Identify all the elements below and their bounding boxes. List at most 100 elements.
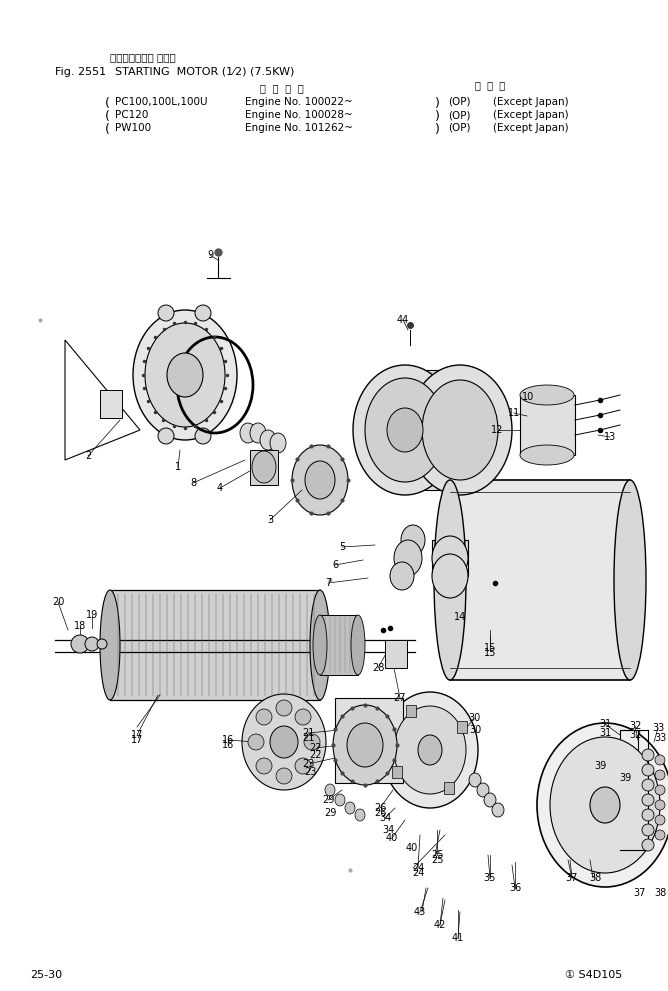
Ellipse shape (250, 423, 266, 443)
Ellipse shape (145, 323, 225, 427)
Ellipse shape (85, 637, 99, 651)
Bar (110, 590, 320, 700)
Ellipse shape (304, 734, 320, 750)
Text: 31: 31 (599, 728, 611, 738)
Text: 3: 3 (267, 515, 273, 525)
Ellipse shape (325, 784, 335, 796)
Ellipse shape (537, 723, 668, 887)
Text: 24: 24 (411, 863, 424, 873)
Ellipse shape (248, 734, 264, 750)
Ellipse shape (158, 305, 174, 321)
Text: 22: 22 (309, 750, 321, 760)
Ellipse shape (655, 830, 665, 840)
Bar (406, 705, 416, 717)
Ellipse shape (655, 755, 665, 765)
Bar (444, 782, 454, 794)
Ellipse shape (71, 635, 89, 653)
Text: 13: 13 (604, 432, 616, 442)
Ellipse shape (195, 305, 211, 321)
Text: 11: 11 (508, 408, 520, 418)
Text: 29: 29 (324, 808, 336, 818)
Bar (520, 395, 575, 455)
Text: (Except Japan): (Except Japan) (493, 110, 568, 120)
Text: ): ) (435, 110, 440, 123)
Ellipse shape (310, 590, 330, 700)
Ellipse shape (520, 445, 574, 465)
Ellipse shape (550, 737, 660, 873)
Ellipse shape (295, 758, 311, 774)
Ellipse shape (195, 428, 211, 444)
Ellipse shape (394, 540, 422, 576)
Text: (Except Japan): (Except Japan) (493, 97, 568, 107)
Bar (385, 640, 407, 668)
Ellipse shape (434, 480, 466, 680)
Text: 2: 2 (85, 451, 91, 461)
Bar (450, 480, 630, 680)
Ellipse shape (270, 433, 286, 453)
Text: 7: 7 (325, 578, 331, 588)
Text: 26: 26 (374, 803, 386, 813)
Ellipse shape (242, 694, 326, 790)
Bar (432, 540, 468, 576)
Bar (320, 615, 358, 675)
Text: 適  用  号  機: 適 用 号 機 (260, 83, 304, 93)
Bar (405, 370, 460, 490)
Ellipse shape (655, 800, 665, 810)
Ellipse shape (432, 536, 468, 580)
Ellipse shape (477, 783, 489, 797)
Text: 4: 4 (217, 483, 223, 493)
Ellipse shape (276, 700, 292, 716)
Text: 40: 40 (406, 843, 418, 853)
Text: (: ( (105, 110, 110, 123)
Text: (OP): (OP) (448, 110, 470, 120)
Bar (100, 390, 122, 418)
Ellipse shape (655, 770, 665, 780)
Ellipse shape (401, 525, 425, 555)
Ellipse shape (97, 639, 107, 649)
Text: 43: 43 (414, 907, 426, 917)
Ellipse shape (305, 461, 335, 499)
Text: 37: 37 (566, 873, 578, 883)
Text: PC100,100L,100U: PC100,100L,100U (115, 97, 208, 107)
Text: 16: 16 (222, 740, 234, 750)
Text: 40: 40 (386, 833, 398, 843)
Text: 36: 36 (509, 883, 521, 893)
Text: 25: 25 (431, 850, 444, 860)
Ellipse shape (408, 365, 512, 495)
Text: STARTING  MOTOR (1⁄2) (7.5KW): STARTING MOTOR (1⁄2) (7.5KW) (115, 67, 295, 77)
Ellipse shape (335, 794, 345, 806)
Ellipse shape (614, 480, 646, 680)
Text: 30: 30 (468, 713, 480, 723)
Bar (457, 721, 467, 733)
Text: 25-30: 25-30 (30, 970, 62, 980)
Text: 24: 24 (411, 868, 424, 878)
Ellipse shape (313, 615, 327, 675)
Text: 38: 38 (589, 873, 601, 883)
Text: 17: 17 (131, 735, 143, 745)
Ellipse shape (295, 709, 311, 725)
Ellipse shape (492, 803, 504, 817)
Text: 25: 25 (431, 855, 444, 865)
Ellipse shape (469, 773, 481, 787)
Text: 30: 30 (469, 725, 481, 735)
Text: 21: 21 (302, 733, 314, 743)
Text: (OP): (OP) (448, 123, 470, 133)
Text: 10: 10 (522, 392, 534, 402)
Text: スターティング モータ: スターティング モータ (110, 52, 176, 62)
Ellipse shape (345, 802, 355, 814)
Text: (: ( (105, 97, 110, 110)
Text: (Except Japan): (Except Japan) (493, 123, 568, 133)
Text: 33: 33 (652, 723, 664, 733)
Ellipse shape (158, 428, 174, 444)
Text: 23: 23 (302, 759, 314, 769)
Text: 26: 26 (374, 808, 386, 818)
Text: 39: 39 (594, 761, 606, 771)
Ellipse shape (355, 809, 365, 821)
Ellipse shape (642, 764, 654, 776)
Text: Fig. 2551: Fig. 2551 (55, 67, 106, 77)
Ellipse shape (422, 380, 498, 480)
Text: (: ( (105, 123, 110, 136)
Text: 37: 37 (634, 888, 646, 898)
Text: PW100: PW100 (115, 123, 151, 133)
Text: 海  外  向: 海 外 向 (475, 80, 505, 90)
